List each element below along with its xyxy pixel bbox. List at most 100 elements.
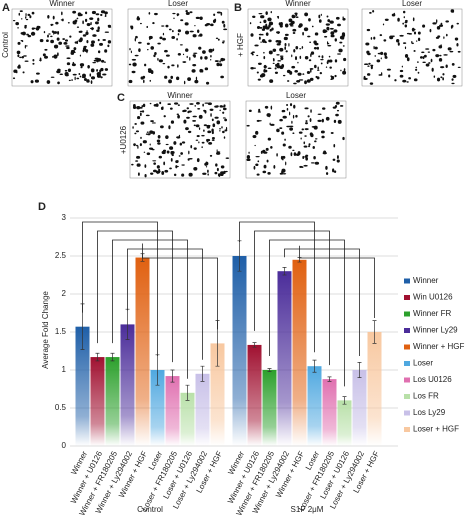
bar xyxy=(337,400,352,446)
cell-dot xyxy=(82,47,87,51)
cell-dot xyxy=(336,159,340,163)
cell-dot xyxy=(343,57,347,62)
cell-dot xyxy=(281,168,286,173)
cell-dot xyxy=(53,54,58,59)
cell-dot xyxy=(337,119,342,124)
bar xyxy=(120,324,135,446)
cell-dot xyxy=(302,155,305,160)
cell-dot xyxy=(225,126,228,131)
cell-dot xyxy=(100,76,103,79)
cell-dot xyxy=(413,50,416,52)
row-label: + HGF xyxy=(236,33,245,57)
cell-dot xyxy=(271,27,274,31)
cell-dot xyxy=(66,62,71,66)
cell-dot xyxy=(96,29,100,32)
cell-dot xyxy=(266,159,269,163)
cell-dot xyxy=(300,137,302,140)
cell-dot xyxy=(216,167,219,172)
cell-dot xyxy=(343,68,346,72)
cell-dot xyxy=(380,72,383,76)
cell-dot xyxy=(16,50,21,55)
cell-dot xyxy=(165,135,169,139)
bracket xyxy=(239,221,315,353)
cell-dot xyxy=(153,54,156,58)
cell-dot xyxy=(384,55,387,59)
cell-dot xyxy=(149,130,154,134)
cell-dot xyxy=(152,22,155,25)
cell-dot xyxy=(304,56,309,60)
cell-dot xyxy=(276,31,281,34)
cell-dot xyxy=(263,19,267,24)
cell-dot xyxy=(139,22,142,25)
cell-dot xyxy=(12,19,16,22)
cell-dot xyxy=(159,36,163,40)
cell-dot xyxy=(61,18,64,22)
cell-dot xyxy=(107,44,110,48)
cell-dot xyxy=(267,17,272,22)
cell-dot xyxy=(182,110,186,113)
cell-dot xyxy=(225,157,230,159)
cell-dot xyxy=(139,110,143,113)
cell-dot xyxy=(34,79,39,83)
cell-dot xyxy=(94,21,99,25)
cell-dot xyxy=(252,15,256,18)
cell-dot xyxy=(132,105,137,109)
cell-dot xyxy=(79,75,82,78)
cell-dot xyxy=(104,68,109,71)
cell-dot xyxy=(322,151,327,155)
cell-dot xyxy=(281,109,286,113)
cell-dot xyxy=(61,11,63,16)
cell-dot xyxy=(57,52,59,57)
cell-dot xyxy=(253,165,256,170)
cell-dot xyxy=(134,122,137,125)
cell-dot xyxy=(404,46,407,50)
cell-dot xyxy=(330,34,335,38)
cell-dot xyxy=(275,63,278,67)
cell-dot xyxy=(18,12,21,16)
cell-dot xyxy=(280,155,284,160)
cell-dot xyxy=(35,27,40,31)
error-bar xyxy=(267,368,272,372)
cell-dot xyxy=(176,160,179,163)
cell-dot xyxy=(83,78,87,81)
cell-dot xyxy=(255,163,259,167)
cell-dot xyxy=(170,75,174,79)
cell-dot xyxy=(168,125,171,130)
cell-dot xyxy=(199,33,203,37)
cell-dot xyxy=(217,173,221,177)
cell-dot xyxy=(32,59,35,62)
cell-dot xyxy=(297,151,301,156)
cell-dot xyxy=(307,115,310,118)
cell-dot xyxy=(211,136,215,140)
cell-dot xyxy=(185,48,189,52)
cell-dot xyxy=(380,57,382,60)
cell-dot xyxy=(197,29,200,33)
cell-dot xyxy=(208,48,213,53)
cell-dot xyxy=(207,130,212,134)
cell-dot xyxy=(224,170,228,173)
cell-dot xyxy=(129,47,131,51)
cell-dot xyxy=(267,67,272,70)
cell-dot xyxy=(314,32,319,36)
cell-dot xyxy=(250,52,254,55)
cell-dot xyxy=(451,82,455,85)
cell-dot xyxy=(216,152,221,155)
cell-dot xyxy=(282,74,286,77)
cell-dot xyxy=(449,50,454,53)
cell-dot xyxy=(433,75,436,78)
cell-dot xyxy=(281,131,285,135)
cell-dot xyxy=(443,54,448,56)
cell-dot xyxy=(157,134,161,139)
cell-dot xyxy=(72,20,77,25)
cell-dot xyxy=(185,9,188,13)
cell-dot xyxy=(422,56,425,60)
cell-dot xyxy=(91,40,95,44)
cell-dot xyxy=(406,32,411,35)
cell-dot xyxy=(90,68,95,73)
cell-dot xyxy=(90,80,93,85)
bracket xyxy=(127,248,203,360)
cell-dot xyxy=(194,120,196,122)
cell-dot xyxy=(43,31,46,34)
y-tick-label: 3 xyxy=(62,213,67,222)
cell-dot xyxy=(303,145,308,148)
